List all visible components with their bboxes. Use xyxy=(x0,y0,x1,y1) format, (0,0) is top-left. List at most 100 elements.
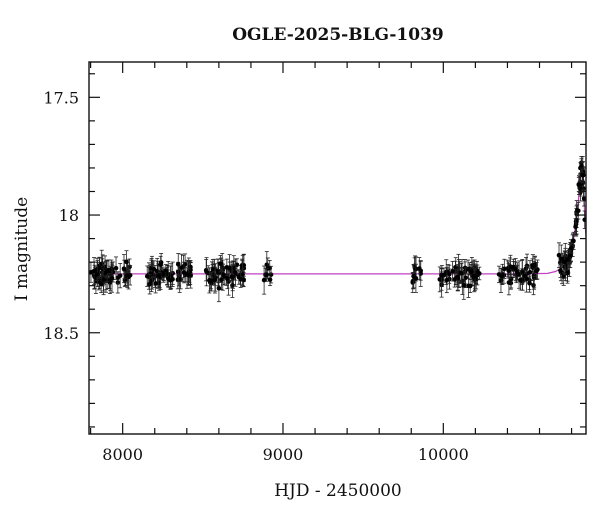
data-point xyxy=(95,261,100,288)
data-point xyxy=(117,263,123,289)
data-point xyxy=(565,263,570,284)
plot-area xyxy=(89,155,586,303)
point-marker xyxy=(477,271,482,276)
data-point xyxy=(204,257,209,287)
point-marker xyxy=(522,273,528,279)
point-marker xyxy=(566,256,572,262)
point-marker xyxy=(163,268,169,273)
point-marker xyxy=(558,268,563,273)
data-point xyxy=(181,261,187,284)
point-marker xyxy=(506,268,511,274)
data-point xyxy=(98,275,104,294)
point-marker xyxy=(417,266,422,271)
data-point xyxy=(124,250,129,274)
point-marker xyxy=(101,277,106,282)
point-marker xyxy=(219,277,224,282)
data-point xyxy=(556,242,562,269)
point-marker xyxy=(207,278,212,283)
point-marker xyxy=(96,265,102,271)
point-marker xyxy=(450,268,455,274)
data-point xyxy=(508,254,513,279)
data-point xyxy=(125,262,130,288)
data-point xyxy=(499,268,505,285)
data-point xyxy=(468,264,474,280)
point-marker xyxy=(216,285,222,291)
x-axis-label: HJD - 2450000 xyxy=(274,481,402,501)
data-point xyxy=(264,267,269,282)
data-point xyxy=(212,266,218,294)
point-marker xyxy=(204,269,209,275)
point-marker xyxy=(534,268,539,274)
point-marker xyxy=(576,182,582,187)
data-point xyxy=(186,268,192,283)
data-point xyxy=(233,258,238,287)
point-marker xyxy=(225,276,230,282)
point-marker xyxy=(230,283,235,288)
point-marker xyxy=(463,275,468,281)
data-point xyxy=(163,264,169,277)
point-marker xyxy=(212,277,218,283)
point-marker xyxy=(565,271,570,276)
data-point xyxy=(168,272,173,289)
data-point xyxy=(568,242,574,254)
point-marker xyxy=(577,186,583,191)
data-point xyxy=(522,269,528,283)
data-point xyxy=(413,263,419,293)
point-marker xyxy=(158,262,163,267)
point-marker xyxy=(461,283,467,288)
data-point xyxy=(218,255,223,273)
point-marker xyxy=(499,273,505,279)
x-tick-label: 8000 xyxy=(102,445,143,464)
data-point xyxy=(238,270,243,288)
point-marker xyxy=(441,272,447,278)
data-point xyxy=(518,270,523,291)
point-marker xyxy=(571,238,576,244)
tick-labels: 8000 9000 10000 17.5 18 18.5 xyxy=(43,88,468,464)
data-point xyxy=(466,273,471,298)
data-point xyxy=(558,263,563,278)
data-point xyxy=(582,210,586,229)
point-marker xyxy=(238,277,243,282)
point-marker xyxy=(153,281,158,286)
data-point xyxy=(417,257,422,280)
point-marker xyxy=(151,266,157,272)
point-marker xyxy=(186,273,192,278)
data-point xyxy=(580,169,585,181)
point-marker xyxy=(91,268,97,274)
point-marker xyxy=(125,272,130,278)
x-tick-label: 10000 xyxy=(418,445,469,464)
point-marker xyxy=(574,208,580,213)
data-point xyxy=(446,264,452,284)
data-point xyxy=(558,244,564,273)
y-tick-label: 18.5 xyxy=(43,324,79,343)
data-point xyxy=(441,267,447,283)
data-point xyxy=(229,265,235,289)
data-point xyxy=(104,260,110,283)
point-marker xyxy=(109,275,115,281)
axis-ticks xyxy=(89,62,586,434)
point-marker xyxy=(168,277,173,283)
data-point xyxy=(151,260,157,278)
point-marker xyxy=(444,277,450,283)
data-point xyxy=(147,274,153,295)
point-marker xyxy=(508,264,513,270)
point-marker xyxy=(446,271,452,277)
point-marker xyxy=(95,272,100,277)
data-point xyxy=(571,231,576,251)
data-point xyxy=(472,268,478,284)
point-marker xyxy=(104,269,110,274)
point-marker xyxy=(268,272,274,277)
x-tick-label: 9000 xyxy=(263,445,304,464)
point-marker xyxy=(146,274,151,279)
point-marker xyxy=(472,273,478,279)
data-point xyxy=(502,258,507,279)
y-tick-label: 18 xyxy=(59,206,79,225)
data-point xyxy=(444,267,450,294)
data-point xyxy=(267,273,273,287)
point-marker xyxy=(562,259,567,265)
point-marker xyxy=(179,265,184,271)
point-marker xyxy=(582,217,586,223)
data-point xyxy=(477,266,482,281)
data-point xyxy=(527,276,532,291)
data-point xyxy=(158,255,163,274)
